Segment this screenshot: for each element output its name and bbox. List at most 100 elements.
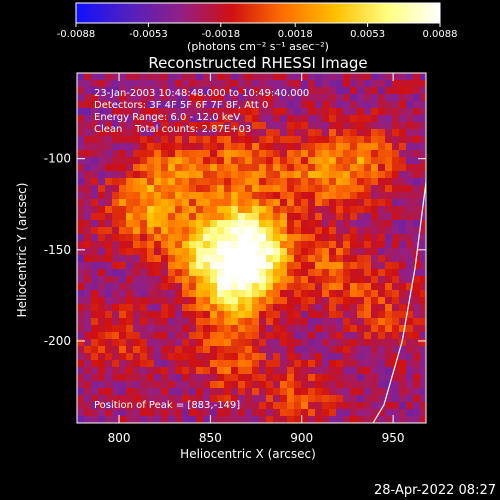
heatmap-cell	[77, 101, 85, 109]
heatmap-cell	[168, 402, 176, 410]
heatmap-cell	[385, 220, 393, 228]
heatmap-cell	[294, 325, 302, 333]
heatmap-cell	[364, 87, 372, 95]
heatmap-cell	[245, 136, 253, 144]
heatmap-cell	[364, 164, 372, 172]
heatmap-cell	[413, 311, 421, 319]
heatmap-cell	[140, 276, 148, 284]
heatmap-cell	[133, 332, 141, 340]
heatmap-cell	[105, 318, 113, 326]
heatmap-cell	[385, 87, 393, 95]
heatmap-cell	[182, 101, 190, 109]
heatmap-cell	[336, 150, 344, 158]
heatmap-cell	[147, 262, 155, 270]
heatmap-cell	[189, 402, 197, 410]
heatmap-cell	[77, 255, 85, 263]
heatmap-cell	[322, 157, 330, 165]
heatmap-cell	[112, 94, 120, 102]
heatmap-cell	[231, 276, 239, 284]
heatmap-cell	[196, 388, 204, 396]
heatmap-cell	[399, 276, 407, 284]
heatmap-cell	[224, 185, 232, 193]
heatmap-cell	[252, 416, 260, 423]
heatmap-cell	[203, 199, 211, 207]
heatmap-cell	[273, 213, 281, 221]
heatmap-cell	[378, 367, 386, 375]
heatmap-cell	[357, 255, 365, 263]
heatmap-cell	[238, 409, 246, 417]
heatmap-cell	[119, 213, 127, 221]
heatmap-cell	[224, 150, 232, 158]
heatmap-cell	[322, 213, 330, 221]
heatmap-cell	[161, 80, 169, 88]
heatmap-cell	[301, 199, 309, 207]
heatmap-cell	[322, 283, 330, 291]
heatmap-cell	[364, 318, 372, 326]
heatmap-cell	[329, 241, 337, 249]
heatmap-cell	[287, 136, 295, 144]
heatmap-cell	[357, 143, 365, 151]
heatmap-cell	[210, 325, 218, 333]
heatmap-cell	[91, 87, 99, 95]
heatmap-cell	[224, 234, 232, 242]
heatmap-cell	[168, 255, 176, 263]
heatmap-cell	[91, 122, 99, 130]
heatmap-cell	[378, 227, 386, 235]
heatmap-cell	[343, 409, 351, 417]
heatmap-cell	[322, 143, 330, 151]
heatmap-cell	[196, 402, 204, 410]
heatmap-cell	[392, 115, 400, 123]
heatmap-cell	[385, 276, 393, 284]
heatmap-cell	[392, 346, 400, 354]
heatmap-cell	[140, 122, 148, 130]
heatmap-cell	[301, 304, 309, 312]
heatmap-cell	[105, 262, 113, 270]
heatmap-cell	[308, 388, 316, 396]
heatmap-cell	[287, 178, 295, 186]
heatmap-cell	[147, 129, 155, 137]
heatmap-cell	[196, 241, 204, 249]
heatmap-cell	[385, 164, 393, 172]
heatmap-cell	[203, 115, 211, 123]
heatmap-cell	[343, 199, 351, 207]
heatmap-cell	[301, 283, 309, 291]
heatmap-cell	[252, 290, 260, 298]
heatmap-cell	[189, 206, 197, 214]
heatmap-cell	[357, 276, 365, 284]
heatmap-cell	[224, 206, 232, 214]
heatmap-cell	[273, 150, 281, 158]
heatmap-cell	[147, 122, 155, 130]
heatmap-cell	[315, 80, 323, 88]
heatmap-cell	[273, 318, 281, 326]
heatmap-cell	[105, 381, 113, 389]
heatmap-cell	[231, 283, 239, 291]
heatmap-cell	[329, 367, 337, 375]
heatmap-cell	[154, 241, 162, 249]
heatmap-cell	[273, 234, 281, 242]
heatmap-cell	[350, 122, 358, 130]
heatmap-cell	[266, 122, 274, 130]
heatmap-cell	[77, 143, 85, 151]
heatmap-cell	[126, 101, 134, 109]
heatmap-cell	[385, 339, 393, 347]
heatmap-cell	[350, 227, 358, 235]
heatmap-cell	[238, 346, 246, 354]
heatmap-cell	[175, 262, 183, 270]
heatmap-cell	[182, 325, 190, 333]
heatmap-cell	[84, 101, 92, 109]
heatmap-cell	[126, 80, 134, 88]
heatmap-cell	[371, 269, 379, 277]
heatmap-cell	[140, 395, 148, 403]
heatmap-cell	[308, 227, 316, 235]
heatmap-cell	[392, 199, 400, 207]
heatmap-cell	[84, 115, 92, 123]
heatmap-cell	[364, 122, 372, 130]
heatmap-cell	[119, 178, 127, 186]
heatmap-cell	[231, 332, 239, 340]
heatmap-cell	[364, 276, 372, 284]
heatmap-cell	[231, 353, 239, 361]
heatmap-cell	[210, 171, 218, 179]
heatmap-cell	[329, 101, 337, 109]
heatmap-cell	[196, 108, 204, 116]
heatmap-cell	[245, 73, 253, 81]
